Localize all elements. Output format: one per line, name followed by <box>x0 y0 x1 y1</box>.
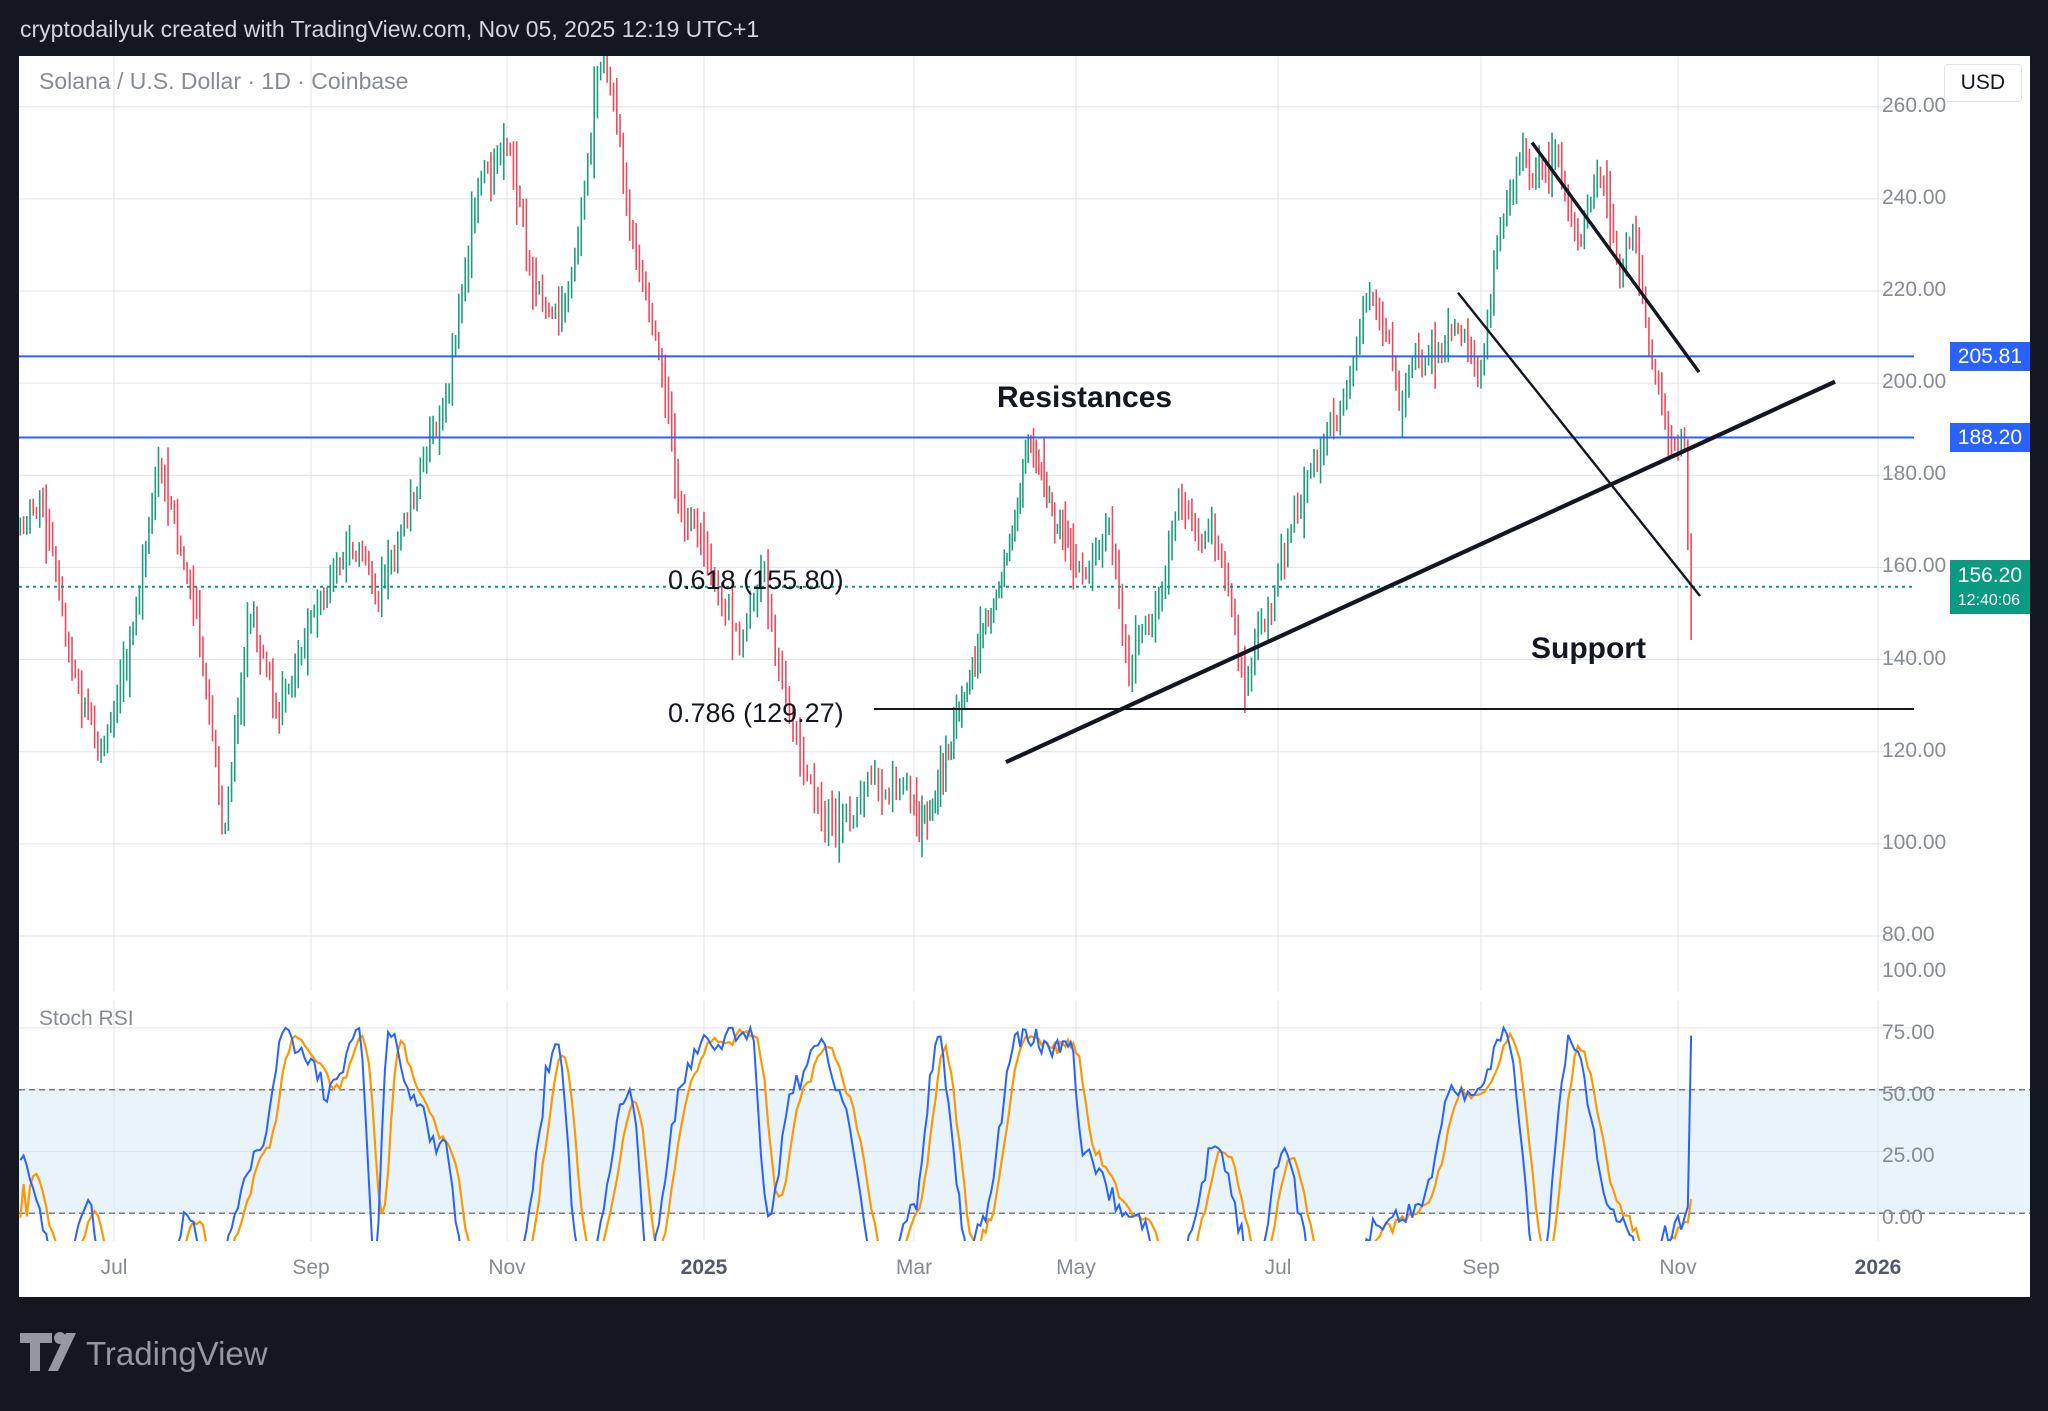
svg-text:TradingView: TradingView <box>86 1335 268 1372</box>
